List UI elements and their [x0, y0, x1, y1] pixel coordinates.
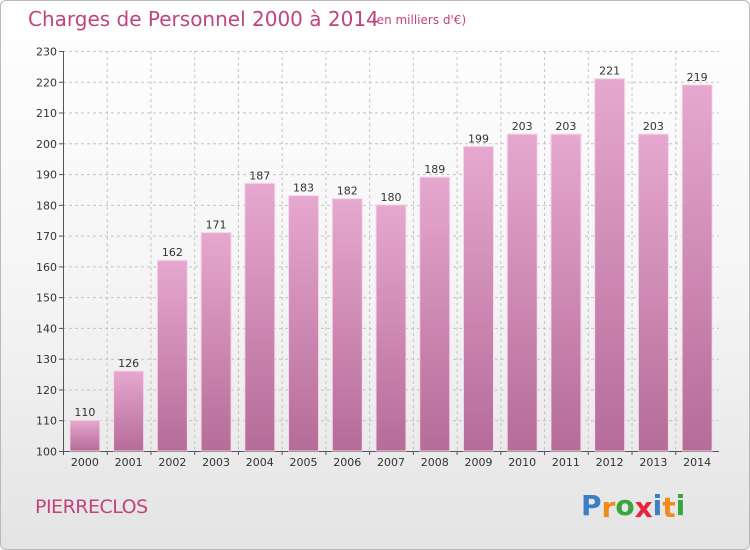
- x-tick-label: 2004: [246, 456, 274, 469]
- logo-letter: x: [634, 491, 653, 524]
- y-tick-label: 180: [36, 199, 57, 212]
- x-tick-label: 2011: [552, 456, 580, 469]
- bar: [594, 78, 626, 452]
- x-tick-label: 2010: [508, 456, 536, 469]
- bar: [200, 232, 232, 452]
- y-tick-label: 230: [36, 46, 57, 59]
- labels: 110 126 162 171 187 183 182 180 189 199 203 203 221 2…: [74, 65, 707, 420]
- data-label: 203: [512, 120, 533, 133]
- x-tick-label: 2012: [596, 456, 624, 469]
- x-tick-label: 2000: [71, 456, 99, 469]
- bar: [69, 419, 101, 452]
- bar: [113, 370, 145, 452]
- y-tick-label: 160: [36, 261, 57, 274]
- chart-subtitle: (en milliers d'€): [372, 13, 467, 27]
- bar: [288, 195, 320, 452]
- y-tick-label: 150: [36, 292, 57, 305]
- commune-name: PIERRECLOS: [35, 496, 148, 518]
- data-label: 187: [249, 169, 270, 182]
- x-tick-label: 2006: [333, 456, 361, 469]
- x-tick-label: 2003: [202, 456, 230, 469]
- bar: [637, 133, 669, 452]
- data-label: 189: [424, 163, 445, 176]
- data-label: 110: [74, 406, 95, 419]
- x-tick-label: 2005: [290, 456, 318, 469]
- y-tick-label: 120: [36, 384, 57, 397]
- x-tick-label: 2013: [639, 456, 667, 469]
- bar: [375, 204, 407, 452]
- y-tick-label: 200: [36, 138, 57, 151]
- data-label: 180: [381, 191, 402, 204]
- data-label: 182: [337, 185, 358, 198]
- bar: [331, 198, 363, 452]
- y-tick-label: 170: [36, 230, 57, 243]
- bar: [681, 84, 713, 452]
- data-label: 221: [599, 65, 620, 78]
- bar: [462, 145, 494, 452]
- bar: [506, 133, 538, 452]
- x-tick-label: 2008: [421, 456, 449, 469]
- data-label: 171: [206, 219, 227, 232]
- bars: [69, 78, 713, 452]
- data-label: 162: [162, 246, 183, 259]
- data-label: 203: [643, 120, 664, 133]
- y-tick-label: 130: [36, 353, 57, 366]
- bar: [419, 176, 451, 452]
- y-tick-label: 210: [36, 107, 57, 120]
- bar: [550, 133, 582, 452]
- logo-letter: i: [675, 489, 686, 522]
- bar: [244, 182, 276, 452]
- y-tick-label: 220: [36, 76, 57, 89]
- data-label: 219: [687, 71, 708, 84]
- data-label: 203: [555, 120, 576, 133]
- data-label: 199: [468, 132, 489, 145]
- bar: [156, 259, 188, 452]
- logo-letter: P: [581, 489, 602, 522]
- logo-letter: i: [652, 489, 663, 522]
- logo-letter: t: [662, 491, 676, 524]
- data-label: 126: [118, 357, 139, 370]
- y-tick-label: 110: [36, 415, 57, 428]
- y-tick-label: 100: [36, 446, 57, 459]
- x-tick-label: 2002: [158, 456, 186, 469]
- data-label: 183: [293, 182, 314, 195]
- proxiti-logo[interactable]: Proxiti: [581, 489, 686, 524]
- y-tick-label: 140: [36, 322, 57, 335]
- x-tick-label: 2007: [377, 456, 405, 469]
- chart-title: Charges de Personnel 2000 à 2014: [28, 7, 379, 31]
- y-tick-label: 190: [36, 169, 57, 182]
- logo-letter: r: [601, 491, 616, 524]
- logo-letter: o: [615, 489, 635, 522]
- x-tick-label: 2009: [464, 456, 492, 469]
- x-tick-label: 2001: [115, 456, 143, 469]
- x-tick-label: 2014: [683, 456, 711, 469]
